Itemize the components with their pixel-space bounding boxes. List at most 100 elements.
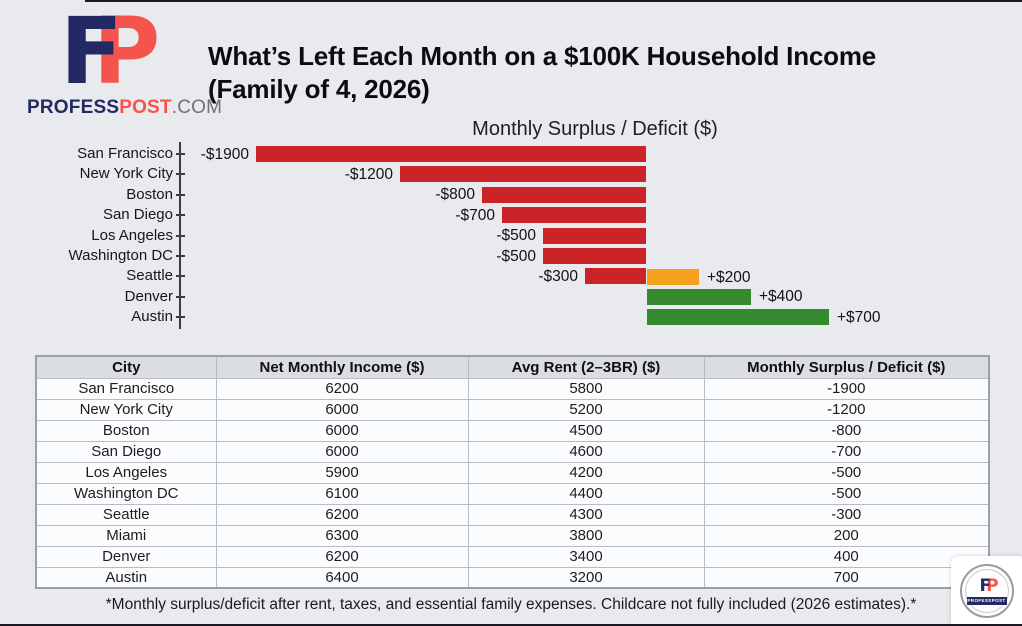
cell-los-angeles-0: Los Angeles <box>35 461 217 484</box>
table-row-san-francisco: San Francisco 6200 5800 -1900 <box>35 377 990 400</box>
cell-washington-dc-0: Washington DC <box>35 482 217 505</box>
cell-new-york-city-0: New York City <box>35 398 217 421</box>
cell-new-york-city-2: 5200 <box>467 398 705 421</box>
bar-washington-dc <box>543 248 646 264</box>
bar-value-austin: +$700 <box>837 308 881 326</box>
cell-san-diego-0: San Diego <box>35 440 217 463</box>
bar-value-los-angeles: -$500 <box>496 227 536 245</box>
bar-new-york-city <box>400 166 646 183</box>
axis-tick-austin <box>176 316 185 319</box>
bar-value-san-francisco: -$1900 <box>200 145 249 163</box>
cell-miami-3: 200 <box>703 524 990 547</box>
footnote: *Monthly surplus/deficit after rent, tax… <box>105 596 917 613</box>
cell-denver-3: 400 <box>703 545 990 568</box>
axis-label-new-york-city: New York City <box>79 165 173 183</box>
axis-label-denver: Denver <box>124 287 173 305</box>
cell-boston-1: 6000 <box>215 419 469 442</box>
table-row-boston: Boston 6000 4500 -800 <box>35 419 990 442</box>
axis-label-austin: Austin <box>131 308 173 326</box>
cell-san-diego-1: 6000 <box>215 440 469 463</box>
table-row-washington-dc: Washington DC 6100 4400 -500 <box>35 482 990 505</box>
cell-boston-3: -800 <box>703 419 990 442</box>
table-row-miami: Miami 6300 3800 200 <box>35 524 990 547</box>
cell-miami-0: Miami <box>35 524 217 547</box>
bar-value-miami: +$200 <box>707 268 751 286</box>
bar-los-angeles <box>543 227 646 244</box>
cell-san-francisco-3: -1900 <box>703 377 990 400</box>
cell-miami-1: 6300 <box>215 524 469 547</box>
bar-austin <box>647 309 829 326</box>
cell-austin-0: Austin <box>35 566 217 589</box>
table-row-seattle: Seattle 6200 4300 -300 <box>35 503 990 526</box>
column-header-surplus: Monthly Surplus / Deficit ($) <box>703 355 990 379</box>
bar-value-new-york-city: -$1200 <box>344 165 393 183</box>
axis-tick-boston <box>176 193 185 196</box>
cell-austin-3: 700 <box>703 566 990 589</box>
brand-name: PROFESSPOST.COM <box>27 97 222 119</box>
axis-tick-seattle <box>176 275 185 278</box>
table-row-austin: Austin 6400 3200 700 <box>35 566 990 589</box>
cell-san-diego-3: -700 <box>703 440 990 463</box>
bar-value-san-diego: -$700 <box>455 206 495 224</box>
cell-seattle-1: 6200 <box>215 503 469 526</box>
brand-monogram-icon: FP <box>60 4 161 100</box>
brand-monogram-f: F <box>60 0 123 105</box>
brand-monogram-p: P <box>92 0 161 105</box>
cell-denver-2: 3400 <box>467 545 705 568</box>
cell-los-angeles-2: 4200 <box>467 461 705 484</box>
cell-new-york-city-1: 6000 <box>215 398 469 421</box>
cell-washington-dc-1: 6100 <box>215 482 469 505</box>
brand-name-suffix: .COM <box>171 97 223 118</box>
table-row-los-angeles: Los Angeles 5900 4200 -500 <box>35 461 990 484</box>
bar-value-denver: +$400 <box>759 288 803 306</box>
cell-washington-dc-2: 4400 <box>467 482 705 505</box>
cell-los-angeles-3: -500 <box>703 461 990 484</box>
badge-monogram-f: F <box>979 575 990 596</box>
table-row-denver: Denver 6200 3400 400 <box>35 545 990 568</box>
cell-new-york-city-3: -1200 <box>703 398 990 421</box>
page-title: What’s Left Each Month on a $100K Househ… <box>208 40 998 106</box>
cell-denver-1: 6200 <box>215 545 469 568</box>
cell-seattle-0: Seattle <box>35 503 217 526</box>
table-row-new-york-city: New York City 6000 5200 -1200 <box>35 398 990 421</box>
cell-san-diego-2: 4600 <box>467 440 705 463</box>
table-row-san-diego: San Diego 6000 4600 -700 <box>35 440 990 463</box>
cell-san-francisco-2: 5800 <box>467 377 705 400</box>
axis-label-washington-dc: Washington DC <box>68 247 174 264</box>
bar-seattle <box>585 268 646 285</box>
cell-seattle-3: -300 <box>703 503 990 526</box>
cell-austin-1: 6400 <box>215 566 469 589</box>
badge-sub-label: PROFESSPOST <box>966 596 1007 605</box>
axis-label-los-angeles: Los Angeles <box>91 226 173 244</box>
axis-tick-san-francisco <box>176 153 185 155</box>
brand-name-accent: POST <box>119 97 172 118</box>
column-header-rent: Avg Rent (2–3BR) ($) <box>467 355 705 379</box>
axis-tick-denver <box>176 295 185 298</box>
axis-label-san-francisco: San Francisco <box>77 145 173 162</box>
table-header: City Net Monthly Income ($) Avg Rent (2–… <box>35 355 990 379</box>
bar-san-francisco <box>256 146 646 162</box>
cell-san-francisco-0: San Francisco <box>35 377 217 400</box>
column-header-city: City <box>35 355 217 379</box>
table-body: San Francisco 6200 5800 -1900 New York City 6… <box>35 377 990 589</box>
axis-label-san-diego: San Diego <box>102 206 173 224</box>
cell-denver-0: Denver <box>35 545 217 568</box>
cell-boston-2: 4500 <box>467 419 705 442</box>
page-title-line2: (Family of 4, 2026) <box>208 74 430 104</box>
cell-boston-0: Boston <box>35 419 217 442</box>
axis-tick-los-angeles <box>176 234 185 237</box>
brand-corner-badge: FP PROFESSPOST <box>951 556 1022 626</box>
chart-title: Monthly Surplus / Deficit ($) <box>472 118 718 140</box>
axis-tick-washington-dc <box>176 255 185 257</box>
brand-logo: FP PROFESSPOST.COM <box>24 4 222 120</box>
bar-boston <box>482 186 646 203</box>
badge-monogram-p: P <box>986 575 999 596</box>
bar-value-seattle: -$300 <box>538 267 578 285</box>
axis-tick-san-diego <box>176 214 185 217</box>
bar-san-diego <box>502 207 646 224</box>
top-edge-line <box>85 0 1022 2</box>
table-header-row: City Net Monthly Income ($) Avg Rent (2–… <box>35 355 990 379</box>
city-data-table: City Net Monthly Income ($) Avg Rent (2–… <box>35 355 990 589</box>
